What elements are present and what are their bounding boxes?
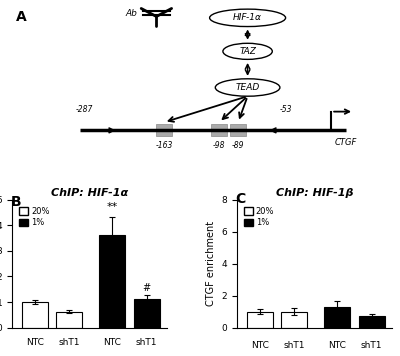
Text: HIF-1α: HIF-1α (233, 13, 262, 22)
Ellipse shape (223, 43, 272, 59)
Y-axis label: CTGF enrichment: CTGF enrichment (206, 221, 216, 306)
Text: shT1: shT1 (283, 341, 305, 350)
Text: -89: -89 (232, 141, 244, 150)
Text: -287: -287 (76, 105, 93, 114)
Text: -98: -98 (213, 141, 225, 150)
Text: TAZ: TAZ (239, 47, 256, 56)
Text: NTC: NTC (26, 338, 44, 347)
Text: shT1: shT1 (136, 338, 158, 347)
Bar (358, 315, 385, 328)
Bar (324, 307, 350, 328)
Text: TEAD: TEAD (236, 83, 260, 92)
Text: C: C (235, 192, 246, 206)
Text: NTC: NTC (104, 338, 121, 347)
Text: -53: -53 (279, 105, 292, 114)
Title: ChIP: HIF-1α: ChIP: HIF-1α (51, 188, 128, 198)
Bar (56, 312, 82, 328)
Text: B: B (10, 195, 21, 209)
Bar (281, 312, 307, 328)
Text: NTC: NTC (328, 341, 346, 350)
Text: **: ** (107, 202, 118, 212)
Text: Ab: Ab (126, 9, 138, 18)
FancyBboxPatch shape (230, 124, 246, 136)
Ellipse shape (215, 79, 280, 96)
Text: -163: -163 (155, 141, 173, 150)
FancyBboxPatch shape (211, 124, 228, 136)
Bar (134, 299, 160, 328)
Text: NTC: NTC (251, 341, 269, 350)
Text: A: A (16, 10, 26, 24)
Text: #: # (143, 283, 151, 293)
FancyBboxPatch shape (156, 124, 172, 136)
Legend: 20%, 1%: 20%, 1% (19, 206, 50, 227)
Bar (99, 235, 126, 328)
Text: shT1: shT1 (361, 341, 382, 350)
Title: ChIP: HIF-1β: ChIP: HIF-1β (276, 188, 353, 198)
Legend: 20%, 1%: 20%, 1% (244, 206, 274, 227)
Text: CTGF: CTGF (335, 138, 357, 147)
Ellipse shape (210, 9, 286, 27)
Bar (247, 312, 273, 328)
Text: shT1: shT1 (58, 338, 80, 347)
Bar (22, 302, 48, 328)
